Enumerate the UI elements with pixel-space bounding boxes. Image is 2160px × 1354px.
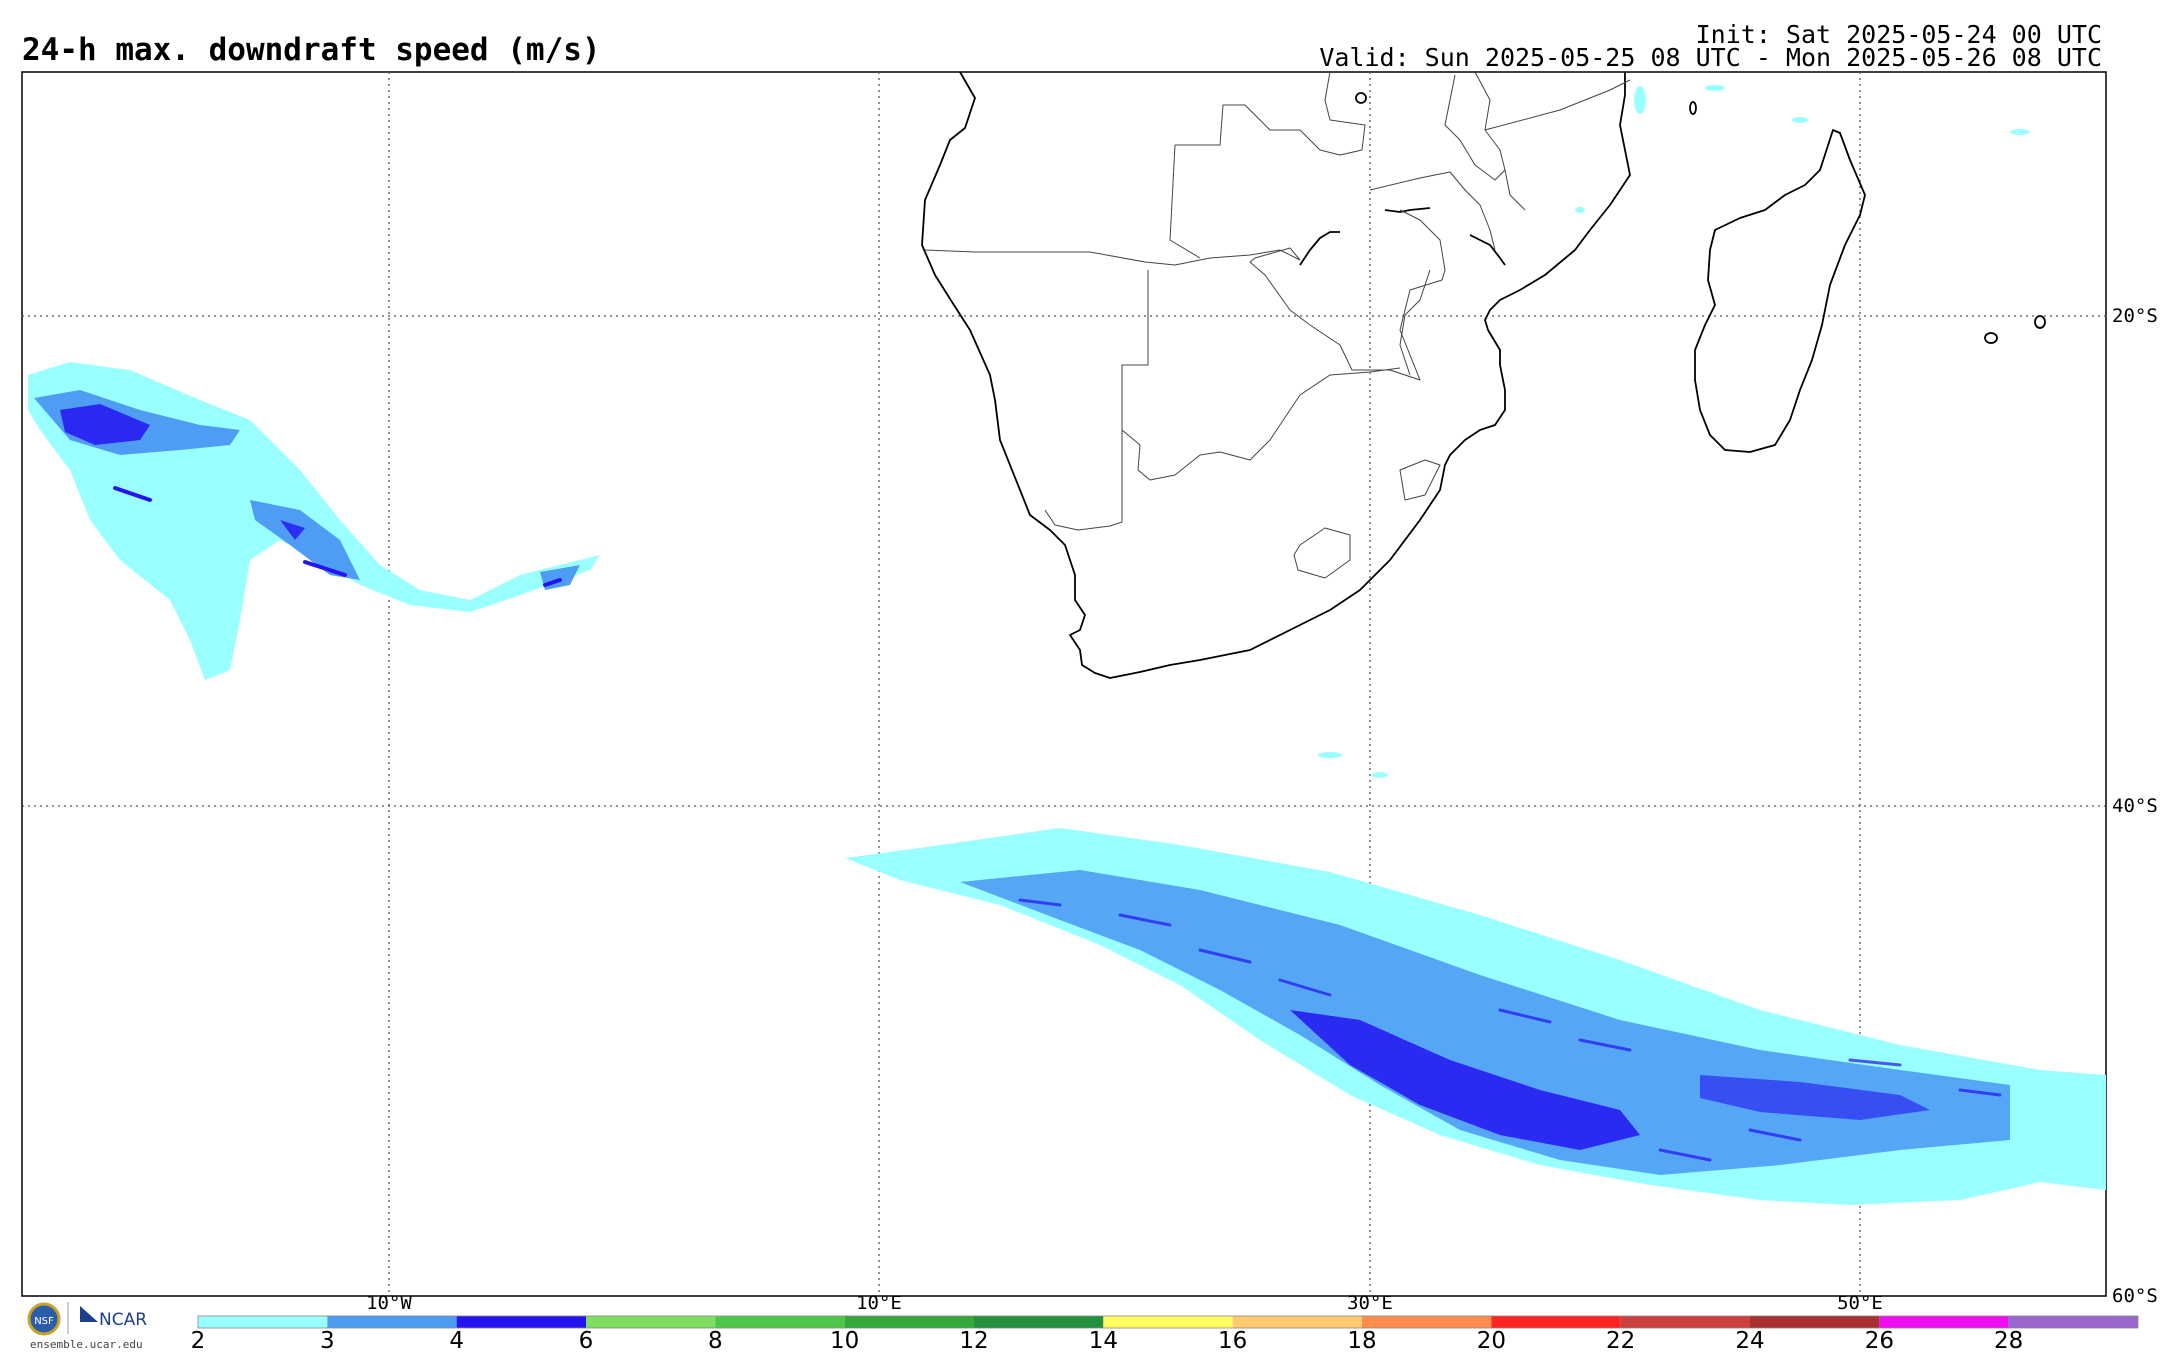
- colorbar-swatch: [1620, 1316, 1750, 1328]
- downdraft-field-west: [28, 362, 600, 680]
- colorbar-tick-label: 18: [1347, 1328, 1376, 1354]
- coastline: [921, 71, 2046, 679]
- colorbar-tick-label: 2: [191, 1328, 206, 1354]
- colorbar-tick-label: 8: [708, 1328, 723, 1354]
- colorbar: 2 3 4 6 8 10 12 14 16 18 20 22 24 26 28: [191, 1315, 2139, 1354]
- colorbar-tick-label: 22: [1606, 1328, 1635, 1354]
- lat-label-20s: 20°S: [2112, 305, 2158, 327]
- colorbar-tick-label: 3: [320, 1328, 335, 1354]
- colorbar-tick-label: 26: [1865, 1328, 1894, 1354]
- colorbar-tick-label: 12: [959, 1328, 988, 1354]
- colorbar-tick-label: 20: [1477, 1328, 1506, 1354]
- colorbar-tick-label: 24: [1735, 1328, 1764, 1354]
- colorbar-tick-label: 10: [830, 1328, 859, 1354]
- lat-label-40s: 40°S: [2112, 795, 2158, 817]
- colorbar-tick-label: 4: [449, 1328, 464, 1354]
- colorbar-tick-label: 6: [579, 1328, 594, 1354]
- colorbar-swatch: [198, 1316, 328, 1328]
- ncar-label: NCAR: [99, 1310, 147, 1330]
- colorbar-swatch: [1362, 1316, 1492, 1328]
- downdraft-field-northeast: [1318, 85, 2030, 778]
- country-borders: [924, 71, 1631, 579]
- colorbar-swatch: [1103, 1316, 1233, 1328]
- colorbar-swatch: [2008, 1316, 2138, 1328]
- colorbar-swatch: [715, 1316, 845, 1328]
- colorbar-swatch: [586, 1316, 716, 1328]
- colorbar-tick-label: 16: [1218, 1328, 1247, 1354]
- colorbar-swatch: [1750, 1316, 1880, 1328]
- colorbar-swatch: [1879, 1316, 2009, 1328]
- downdraft-field-south: [845, 828, 2106, 1205]
- lon-label-10w: 10°W: [366, 1292, 412, 1314]
- lon-label-30e: 30°E: [1347, 1292, 1393, 1314]
- colorbar-swatch: [1491, 1316, 1621, 1328]
- colorbar-swatch: [974, 1316, 1104, 1328]
- colorbar-swatch: [327, 1316, 457, 1328]
- colorbar-tick-label: 28: [1994, 1328, 2023, 1354]
- nsf-logo-icon: NSF: [27, 1302, 98, 1336]
- svg-text:NSF: NSF: [34, 1316, 54, 1327]
- colorbar-swatch: [456, 1316, 586, 1328]
- colorbar-tick-label: 14: [1089, 1328, 1118, 1354]
- map-title: 24-h max. downdraft speed (m/s): [22, 32, 601, 68]
- lat-label-60s: 60°S: [2112, 1285, 2158, 1307]
- colorbar-border: [197, 1315, 2139, 1329]
- colorbar-swatch: [1232, 1316, 1362, 1328]
- site-url: ensemble.ucar.edu: [30, 1338, 143, 1351]
- init-time: Init: Sat 2025-05-24 00 UTC: [1695, 20, 2102, 49]
- valid-time: Valid: Sun 2025-05-25 08 UTC - Mon 2025-…: [1319, 43, 2102, 72]
- colorbar-swatch: [844, 1316, 974, 1328]
- ncar-logo-icon: [80, 1306, 98, 1322]
- lon-label-50e: 50°E: [1837, 1292, 1883, 1314]
- map-frame: [21, 71, 2107, 1297]
- lon-label-10e: 10°E: [856, 1292, 902, 1314]
